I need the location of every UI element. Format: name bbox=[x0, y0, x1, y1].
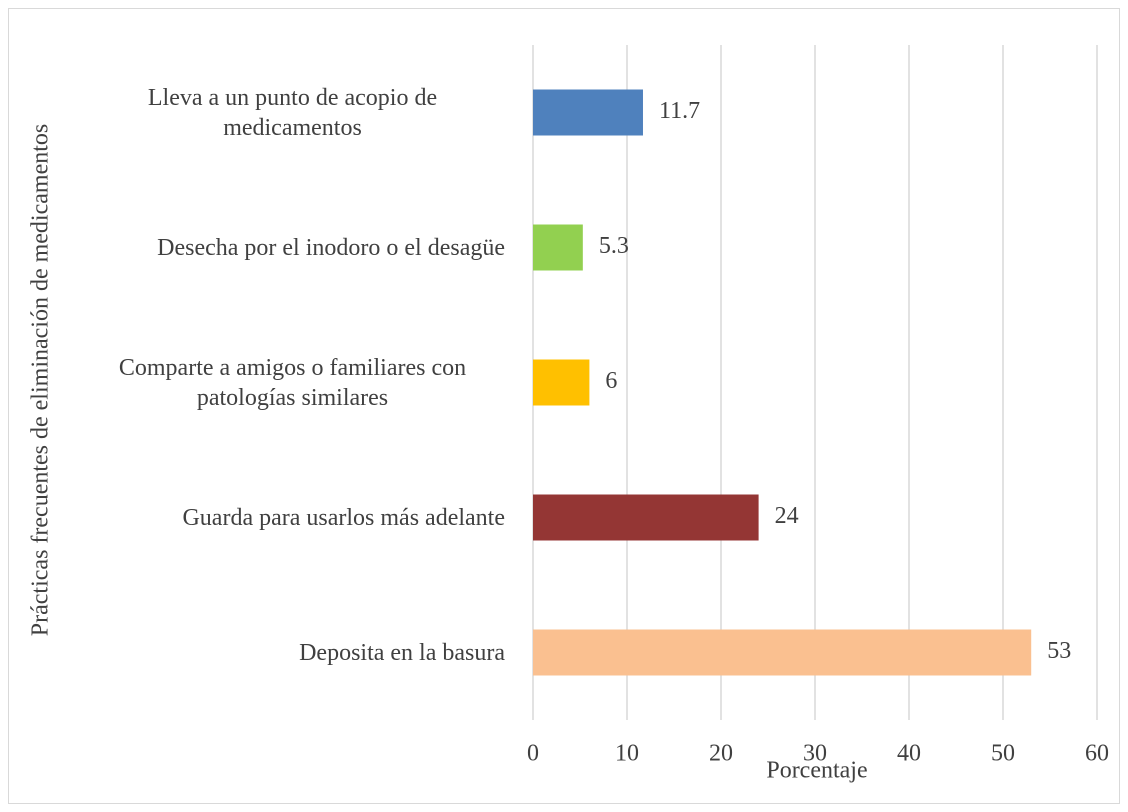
category-label-box: Comparte a amigos o familiares con patol… bbox=[70, 343, 505, 423]
y-tick-label: Deposita en la basura bbox=[299, 639, 505, 666]
bar bbox=[533, 629, 1032, 676]
x-tick-label: 0 bbox=[527, 741, 539, 767]
bar bbox=[533, 494, 759, 541]
bar bbox=[533, 359, 590, 406]
x-tick-label: 20 bbox=[709, 741, 733, 767]
x-tick-label: 50 bbox=[991, 741, 1015, 767]
y-tick-label: Lleva a un punto de acopio de medicament… bbox=[147, 84, 438, 141]
category-label-box: Guarda para usarlos más adelante bbox=[70, 478, 505, 558]
chart-border bbox=[8, 8, 1120, 804]
data-label: 53 bbox=[1047, 638, 1071, 664]
bar bbox=[533, 89, 643, 136]
data-label: 24 bbox=[775, 503, 799, 529]
category-label-box: Desecha por el inodoro o el desagüe bbox=[70, 208, 505, 288]
x-tick-label: 10 bbox=[615, 741, 639, 767]
y-tick-label: Guarda para usarlos más adelante bbox=[182, 504, 505, 531]
category-label-box: Deposita en la basura bbox=[70, 613, 505, 693]
x-axis-title: Porcentaje bbox=[766, 758, 867, 784]
y-tick-label: Comparte a amigos o familiares con patol… bbox=[118, 354, 467, 411]
data-label: 5.3 bbox=[599, 233, 629, 259]
x-tick-label: 40 bbox=[897, 741, 921, 767]
bar bbox=[533, 224, 583, 271]
x-tick-label: 60 bbox=[1085, 741, 1109, 767]
data-label: 6 bbox=[605, 368, 617, 394]
y-tick-label: Desecha por el inodoro o el desagüe bbox=[157, 234, 505, 261]
y-axis-title: Prácticas frecuentes de eliminación de m… bbox=[28, 124, 54, 636]
data-label: 11.7 bbox=[659, 98, 700, 124]
category-label-box: Lleva a un punto de acopio de medicament… bbox=[70, 73, 505, 153]
x-tick-label: 30 bbox=[803, 741, 827, 767]
